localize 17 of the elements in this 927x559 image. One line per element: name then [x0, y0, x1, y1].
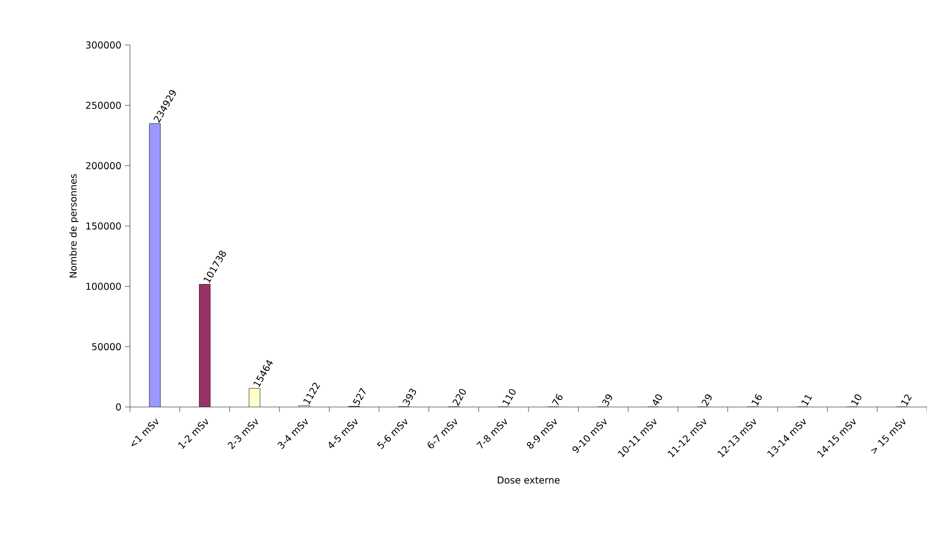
y-tick-label: 250000 [86, 102, 121, 109]
data-label: 29 [702, 394, 712, 406]
data-label: 10 [851, 394, 862, 406]
data-label: 39 [602, 394, 612, 406]
data-label: 40 [652, 394, 662, 406]
x-axis-title: Dose externe [498, 476, 560, 484]
y-tick-label: 200000 [86, 162, 121, 170]
data-label: 11 [801, 395, 812, 406]
y-tick-label: 0 [116, 403, 121, 411]
y-tick-label: 150000 [86, 222, 121, 230]
data-label: 76 [552, 394, 563, 406]
y-tick-label: 50000 [92, 343, 121, 350]
data-label: 16 [752, 394, 762, 406]
y-tick-label: 300000 [86, 41, 121, 49]
y-axis-title: Nombre de personnes [69, 174, 79, 278]
data-label: 12 [901, 394, 912, 406]
y-tick-label: 100000 [86, 282, 121, 290]
